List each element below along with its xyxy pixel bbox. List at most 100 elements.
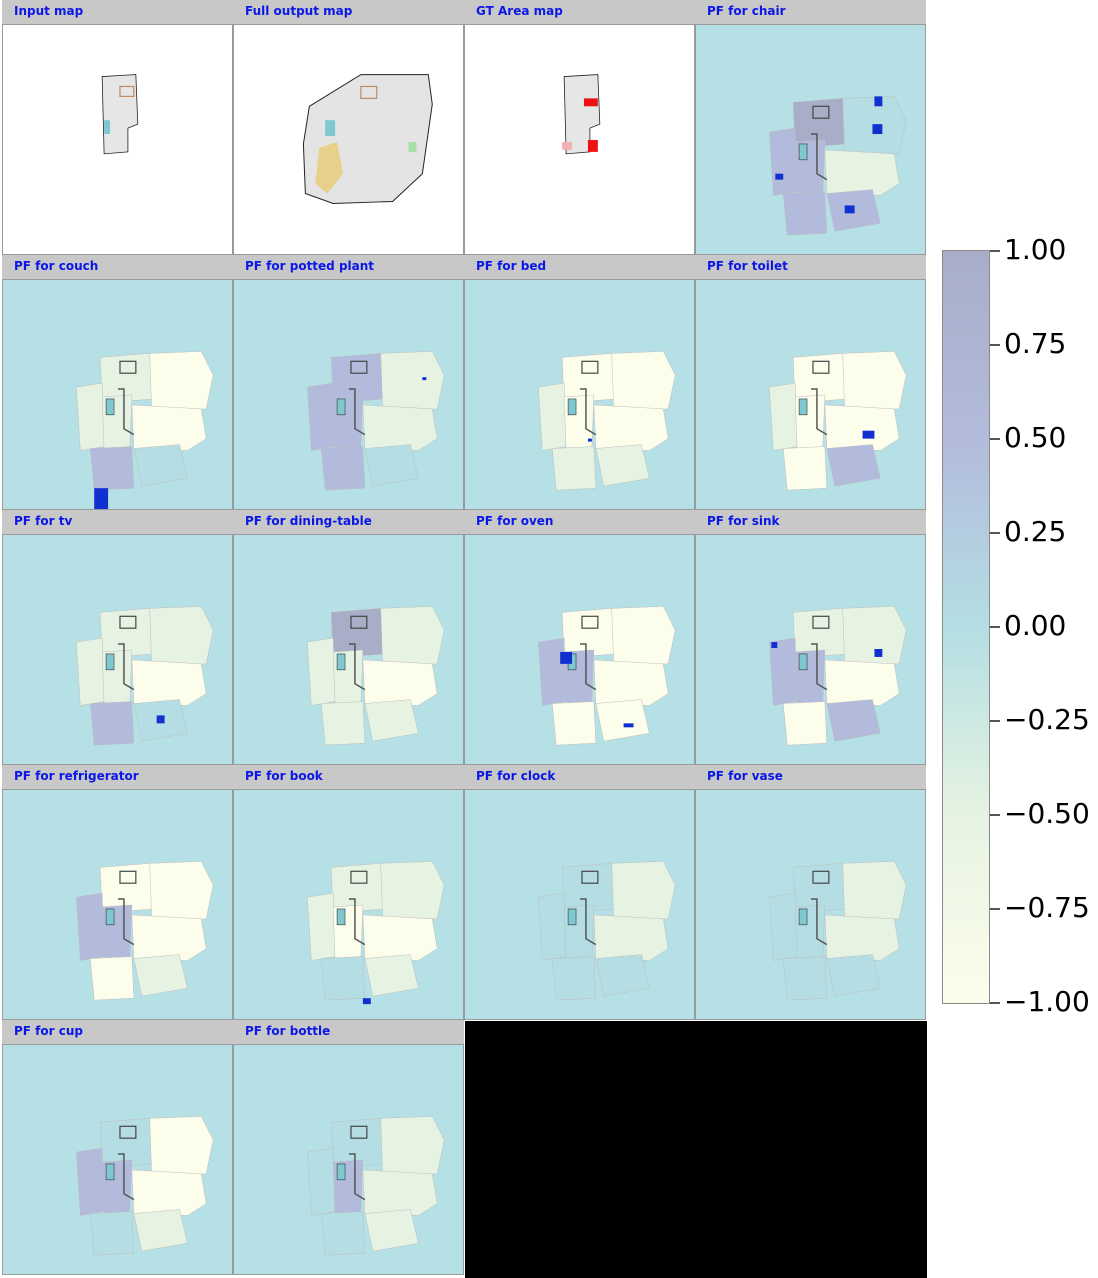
room-center (593, 914, 669, 961)
room-sw (551, 701, 597, 746)
colorbar-tick (990, 908, 1000, 910)
room-east (149, 1116, 214, 1177)
room-center (593, 404, 669, 451)
panel-title: PF for dining-table (245, 514, 372, 528)
panel-map (464, 279, 695, 510)
colorbar-tick-label: −0.25 (1004, 703, 1090, 736)
panel-map (2, 534, 233, 765)
gt-area-top (583, 98, 598, 107)
panel-map (695, 24, 926, 255)
sink-marker (336, 908, 346, 926)
panel-title: PF for bottle (245, 1024, 331, 1038)
room-east (842, 351, 907, 412)
room-se (364, 699, 419, 742)
sink-marker (325, 120, 336, 137)
table-outline (581, 870, 599, 884)
room-center (131, 404, 207, 451)
wall-segment (810, 898, 828, 946)
panel-title-bar: PF for refrigerator (2, 765, 233, 789)
panel-map (695, 279, 926, 510)
room-sw (782, 191, 828, 236)
room-sw (89, 1211, 135, 1256)
table-outline (350, 360, 368, 374)
panel-title: PF for clock (476, 769, 556, 783)
map-image (3, 535, 232, 764)
table-outline (581, 615, 599, 629)
panel-title: PF for book (245, 769, 323, 783)
panel-pf-for-cup: PF for cup (2, 1020, 233, 1275)
colorbar-gradient (942, 250, 990, 1004)
room-west (307, 637, 336, 706)
panel-input-map: Input map (2, 0, 233, 255)
sink-marker (336, 653, 346, 671)
table-outline (812, 105, 830, 119)
table-outline (119, 360, 137, 374)
empty-panel-area (465, 1021, 927, 1278)
room-east (380, 1116, 445, 1177)
colorbar-tick (990, 814, 1000, 816)
room-east (842, 861, 907, 922)
room-west (769, 892, 798, 961)
panel-pf-for-bed: PF for bed (464, 255, 695, 510)
colorbar-tick (990, 438, 1000, 440)
map-image (465, 280, 694, 509)
panel-pf-for-sink: PF for sink (695, 510, 926, 765)
panel-title: PF for potted plant (245, 259, 375, 273)
gt-area-light (562, 141, 573, 150)
sink-marker (104, 120, 111, 135)
panel-title-bar: PF for dining-table (233, 510, 464, 534)
map-image (234, 1045, 463, 1274)
room-center (362, 1169, 438, 1216)
panel-pf-for-toilet: PF for toilet (695, 255, 926, 510)
panel-map (2, 789, 233, 1020)
colorbar-tick (990, 532, 1000, 534)
panel-gt-area-map: GT Area map (464, 0, 695, 255)
panel-title-bar: PF for bed (464, 255, 695, 279)
panel-title: PF for cup (14, 1024, 83, 1038)
table-outline (119, 85, 135, 97)
wall-segment (117, 643, 135, 691)
room-se (133, 1209, 188, 1252)
panel-pf-for-book: PF for book (233, 765, 464, 1020)
colorbar-tick (990, 720, 1000, 722)
panel-title-bar: PF for book (233, 765, 464, 789)
room-east (380, 606, 445, 667)
object-marker (872, 124, 883, 135)
object-marker (874, 96, 883, 107)
colorbar-tick (990, 344, 1000, 346)
object-marker (775, 173, 784, 180)
room-east (380, 861, 445, 922)
room-west (307, 892, 336, 961)
explored-area (101, 74, 139, 155)
panel-map (695, 789, 926, 1020)
panel-pf-for-couch: PF for couch (2, 255, 233, 510)
panel-title-bar: Full output map (233, 0, 464, 24)
sink-marker (798, 398, 808, 416)
panel-title: Input map (14, 4, 84, 18)
room-west (76, 1147, 105, 1216)
panel-title: PF for tv (14, 514, 73, 528)
room-east (611, 606, 676, 667)
sink-marker (105, 398, 115, 416)
explored-area (563, 74, 601, 155)
table-outline (360, 85, 378, 99)
wall-segment (348, 388, 366, 436)
panel-pf-for-potted-plant: PF for potted plant (233, 255, 464, 510)
map-image (696, 535, 925, 764)
panel-map (2, 24, 233, 255)
panel-map (233, 1044, 464, 1275)
room-east (149, 351, 214, 412)
room-west (76, 637, 105, 706)
room-se (364, 444, 419, 487)
room-west (769, 127, 798, 196)
room-west (307, 382, 336, 451)
wall-segment (810, 643, 828, 691)
panel-title-bar: PF for couch (2, 255, 233, 279)
map-image (465, 535, 694, 764)
panel-title-bar: PF for bottle (233, 1020, 464, 1044)
room-se (133, 444, 188, 487)
colorbar-tick (990, 626, 1000, 628)
map-image (234, 25, 463, 254)
room-se (364, 954, 419, 997)
panel-title: PF for sink (707, 514, 780, 528)
